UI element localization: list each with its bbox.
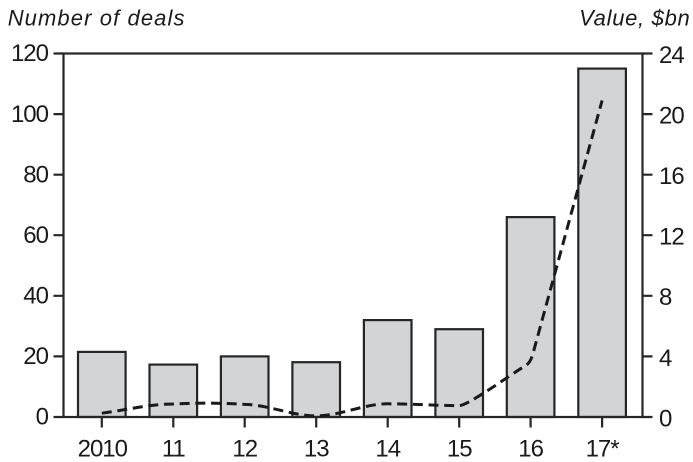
svg-text:12: 12	[232, 436, 257, 462]
svg-text:14: 14	[375, 436, 400, 462]
svg-text:Number of deals: Number of deals	[8, 5, 186, 30]
svg-text:60: 60	[23, 222, 48, 249]
svg-text:16: 16	[659, 163, 684, 190]
svg-text:4: 4	[659, 345, 672, 372]
svg-text:40: 40	[23, 283, 48, 310]
svg-text:120: 120	[11, 40, 49, 67]
svg-text:0: 0	[36, 404, 49, 431]
svg-text:16: 16	[518, 436, 543, 462]
svg-text:8: 8	[659, 284, 672, 311]
svg-text:80: 80	[23, 161, 48, 188]
svg-text:17*: 17*	[586, 436, 620, 462]
svg-text:0: 0	[659, 405, 672, 432]
svg-text:2010: 2010	[78, 436, 128, 462]
svg-text:20: 20	[659, 103, 684, 130]
svg-text:20: 20	[23, 343, 48, 370]
svg-text:100: 100	[11, 101, 49, 128]
svg-text:13: 13	[304, 436, 329, 462]
svg-text:24: 24	[659, 42, 684, 69]
svg-text:11: 11	[162, 436, 186, 462]
svg-text:12: 12	[659, 224, 684, 251]
svg-text:Value, $bn: Value, $bn	[579, 5, 690, 30]
svg-text:15: 15	[447, 436, 472, 462]
